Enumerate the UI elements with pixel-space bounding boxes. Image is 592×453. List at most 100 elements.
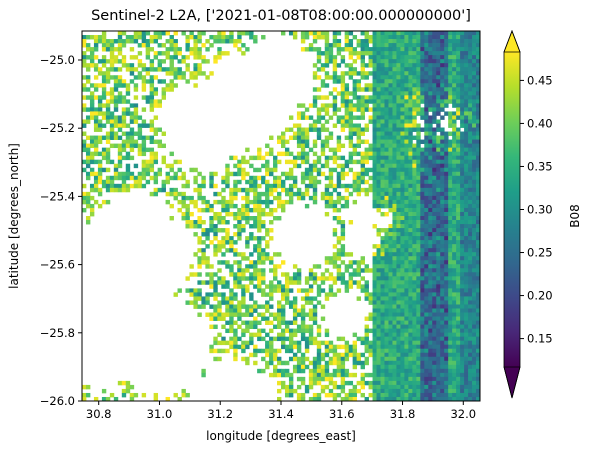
raster-cell — [412, 124, 416, 128]
raster-cell — [193, 83, 197, 87]
raster-cell — [309, 381, 313, 385]
raster-cell — [102, 39, 106, 43]
raster-cell — [456, 248, 460, 252]
raster-cell — [424, 304, 428, 308]
raster-cell — [468, 164, 472, 168]
raster-cell — [257, 168, 261, 172]
raster-cell — [317, 377, 321, 381]
raster-cell — [150, 95, 154, 99]
raster-cell — [452, 232, 456, 236]
raster-cell — [193, 168, 197, 172]
raster-cell — [305, 172, 309, 176]
raster-cell — [460, 333, 464, 337]
raster-cell — [388, 119, 392, 123]
raster-cell — [464, 156, 468, 160]
raster-cell — [472, 144, 476, 148]
raster-cell — [237, 280, 241, 284]
raster-cell — [337, 31, 341, 35]
raster-cell — [440, 304, 444, 308]
raster-cell — [436, 365, 440, 369]
raster-cell — [388, 124, 392, 128]
raster-cell — [396, 184, 400, 188]
raster-cell — [444, 216, 448, 220]
raster-cell — [412, 373, 416, 377]
raster-cell — [178, 176, 182, 180]
raster-cell — [444, 349, 448, 353]
raster-cell — [392, 325, 396, 329]
raster-cell — [392, 381, 396, 385]
raster-cell — [337, 248, 341, 252]
raster-cell — [432, 51, 436, 55]
raster-cell — [86, 115, 90, 119]
raster-cell — [301, 196, 305, 200]
raster-cell — [178, 288, 182, 292]
raster-cell — [388, 176, 392, 180]
raster-cell — [345, 280, 349, 284]
raster-cell — [400, 204, 404, 208]
raster-cell — [245, 284, 249, 288]
raster-cell — [440, 212, 444, 216]
raster-cell — [448, 381, 452, 385]
raster-cell — [98, 140, 102, 144]
raster-cell — [349, 115, 353, 119]
raster-cell — [233, 341, 237, 345]
raster-cell — [424, 276, 428, 280]
raster-cell — [225, 208, 229, 212]
raster-cell — [285, 148, 289, 152]
raster-cell — [325, 31, 329, 35]
raster-cell — [333, 168, 337, 172]
raster-cell — [416, 280, 420, 284]
raster-cell — [432, 87, 436, 91]
raster-cell — [444, 144, 448, 148]
raster-cell — [333, 200, 337, 204]
raster-cell — [329, 91, 333, 95]
raster-cell — [404, 276, 408, 280]
raster-cell — [464, 240, 468, 244]
raster-cell — [118, 128, 122, 132]
raster-cell — [432, 35, 436, 39]
raster-cell — [412, 216, 416, 220]
raster-cell — [241, 341, 245, 345]
raster-cell — [420, 184, 424, 188]
raster-cell — [365, 268, 369, 272]
raster-cell — [464, 31, 468, 35]
raster-cell — [329, 284, 333, 288]
raster-cell — [237, 232, 241, 236]
raster-cell — [329, 156, 333, 160]
raster-cell — [317, 300, 321, 304]
raster-cell — [460, 357, 464, 361]
raster-cell — [400, 75, 404, 79]
raster-cell — [325, 47, 329, 51]
raster-cell — [106, 156, 110, 160]
raster-cell — [408, 345, 412, 349]
raster-cell — [400, 292, 404, 296]
raster-cell — [416, 140, 420, 144]
raster-cell — [289, 196, 293, 200]
raster-cell — [424, 172, 428, 176]
raster-cell — [325, 369, 329, 373]
raster-cell — [297, 272, 301, 276]
raster-cell — [229, 192, 233, 196]
raster-cell — [361, 288, 365, 292]
raster-cell — [341, 91, 345, 95]
raster-cell — [333, 67, 337, 71]
raster-cell — [381, 144, 385, 148]
raster-cell — [452, 268, 456, 272]
raster-cell — [400, 349, 404, 353]
raster-cell — [213, 55, 217, 59]
raster-cell — [90, 212, 94, 216]
raster-cell — [412, 136, 416, 140]
raster-cell — [365, 39, 369, 43]
raster-cell — [313, 99, 317, 103]
raster-cell — [452, 389, 456, 393]
raster-cell — [325, 107, 329, 111]
raster-cell — [289, 288, 293, 292]
raster-cell — [102, 75, 106, 79]
raster-cell — [205, 244, 209, 248]
raster-cell — [444, 304, 448, 308]
raster-cell — [289, 200, 293, 204]
raster-cell — [400, 111, 404, 115]
raster-cell — [361, 115, 365, 119]
raster-cell — [396, 35, 400, 39]
raster-cell — [345, 393, 349, 397]
